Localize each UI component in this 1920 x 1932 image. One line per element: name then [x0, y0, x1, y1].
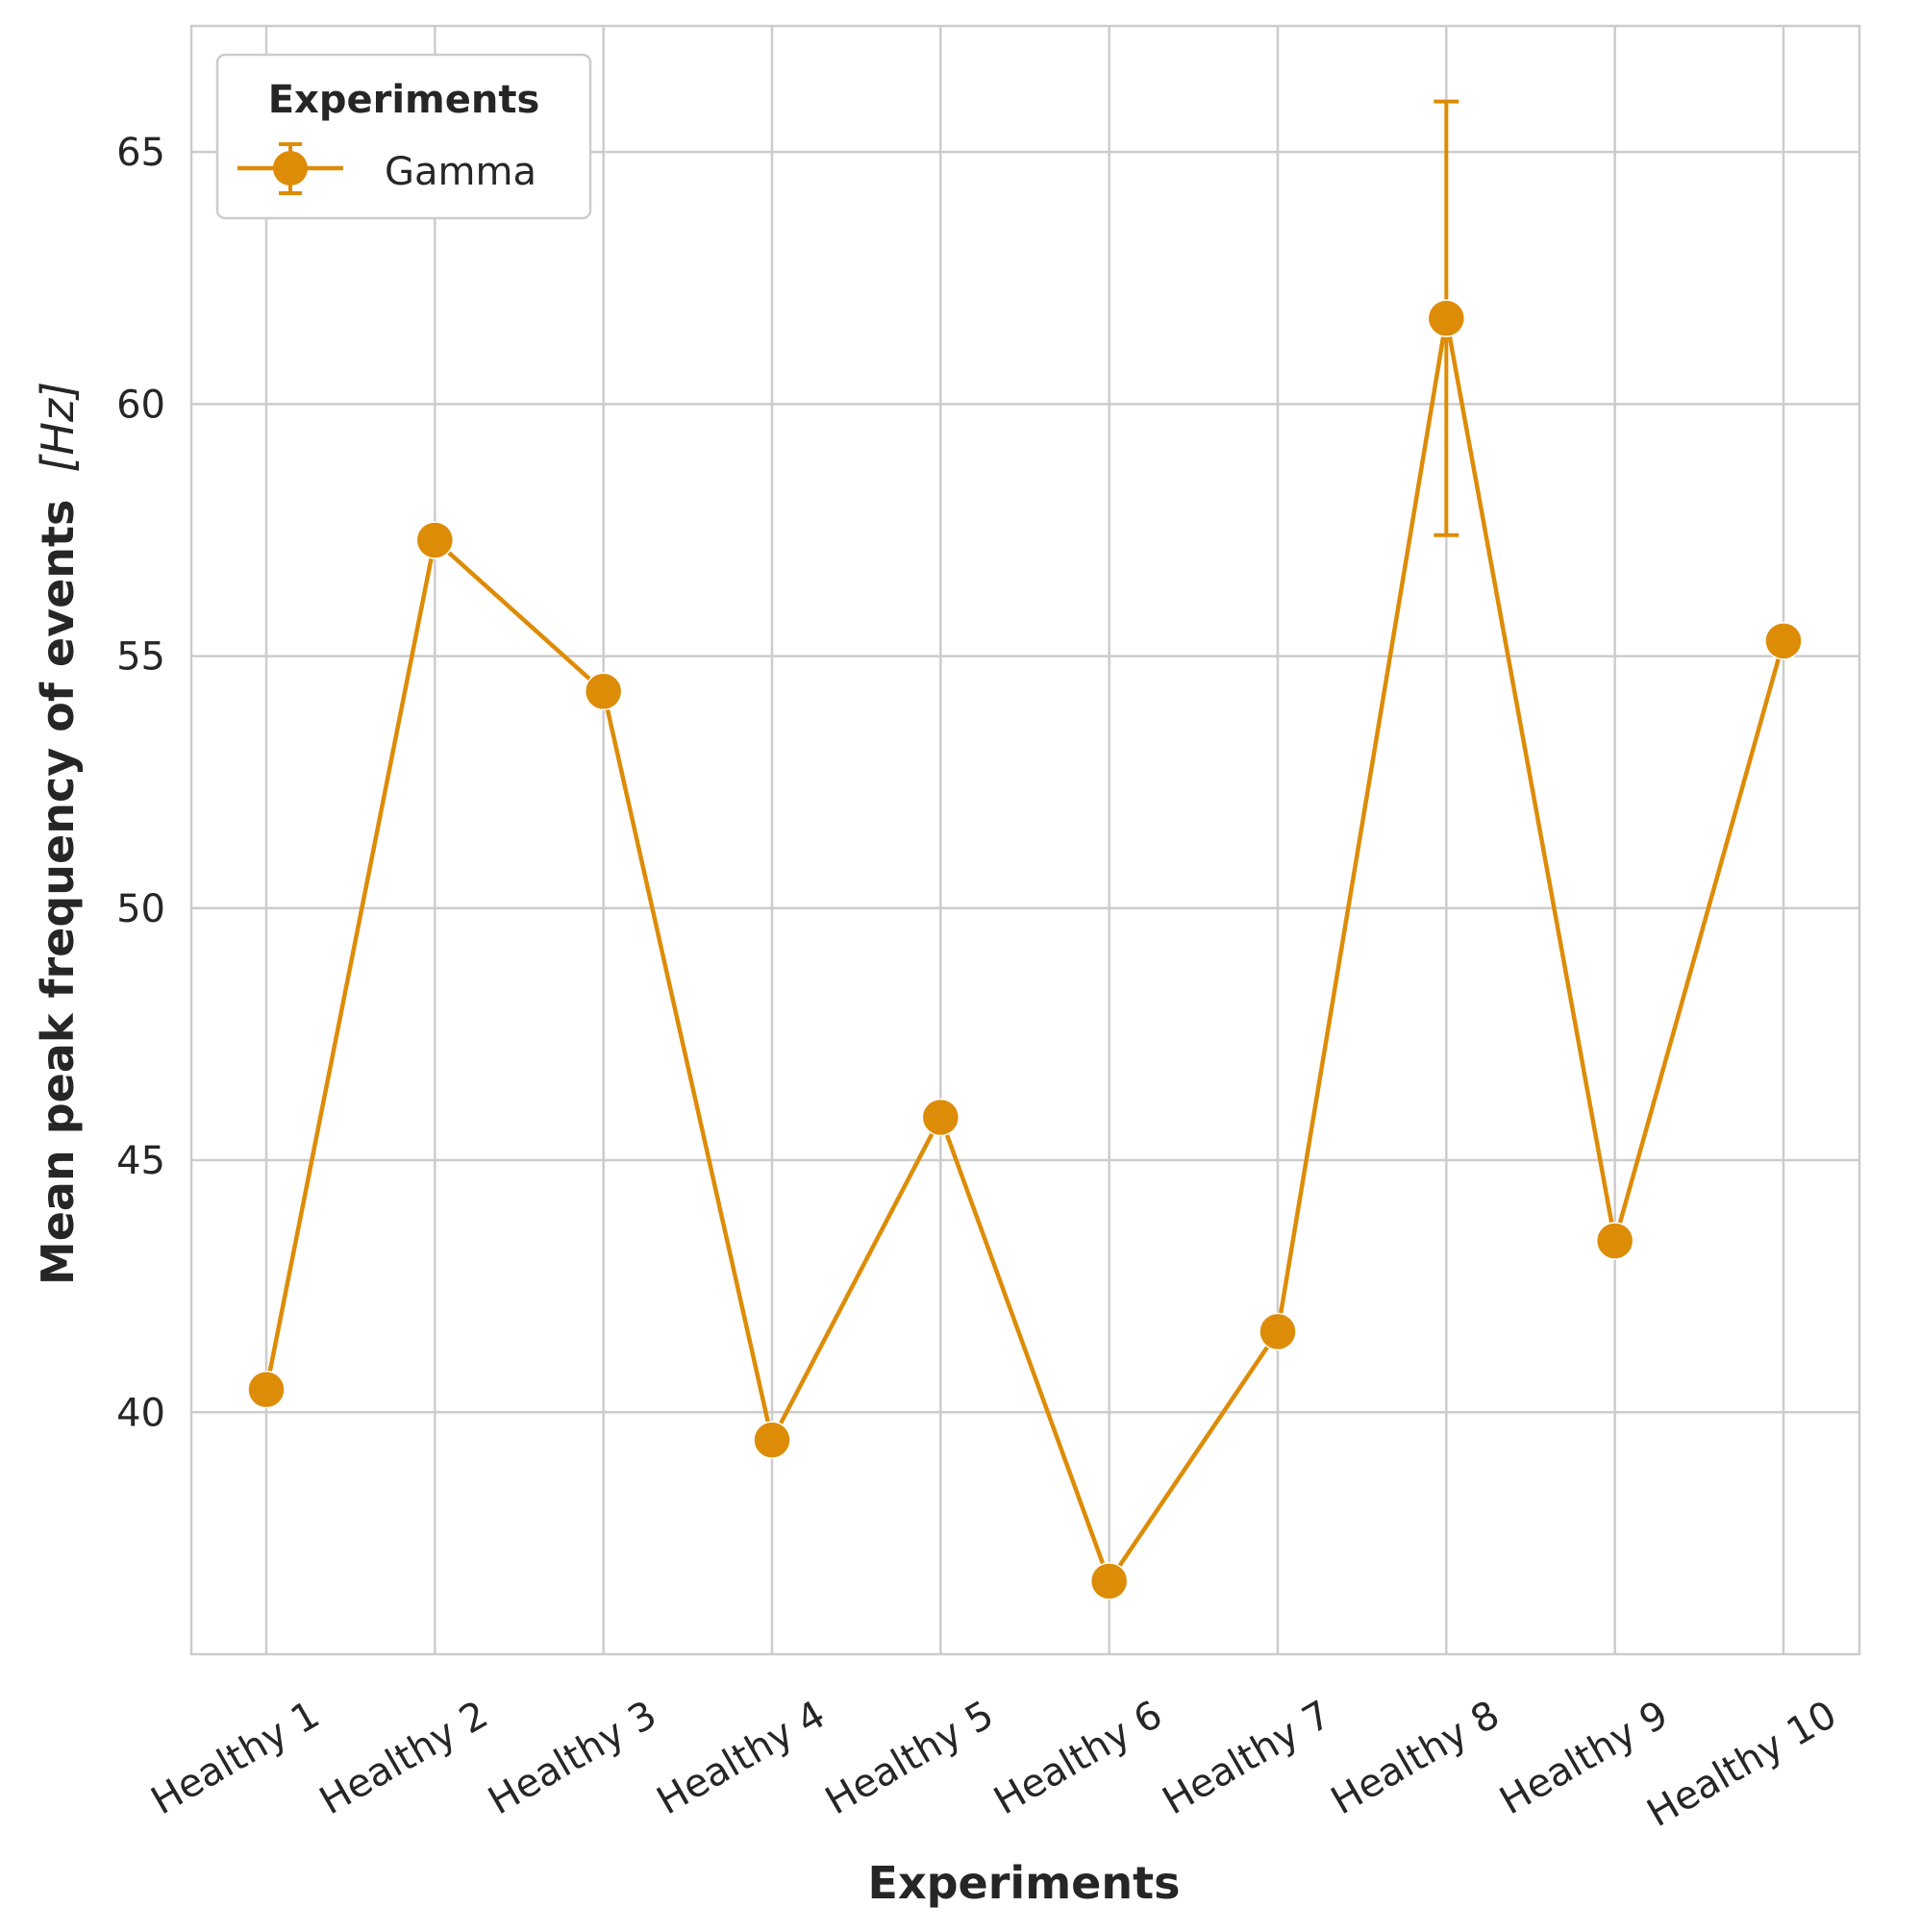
legend-box — [215, 53, 592, 220]
x-tick-label: Healthy 3 — [481, 1693, 663, 1823]
data-point — [1089, 1562, 1129, 1600]
data-point — [1427, 299, 1466, 337]
y-tick-labels: 40 45 50 55 60 65 — [116, 131, 165, 1435]
legend-swatch-gamma — [237, 142, 343, 195]
plot-frame — [189, 24, 1861, 1656]
x-tick-label: Healthy 6 — [986, 1693, 1169, 1823]
y-axis-title: Mean peak frequency of events [Hz] — [32, 382, 84, 1285]
data-point — [1764, 622, 1803, 660]
y-tick-label: 60 — [116, 383, 165, 427]
x-tick-label: Healthy 7 — [1156, 1693, 1338, 1823]
data-point — [247, 1370, 286, 1409]
y-axis-unit: [Hz] — [32, 382, 84, 473]
legend-title: Experiments — [268, 78, 540, 122]
series-layer — [247, 99, 1803, 1600]
y-tick-label: 50 — [116, 887, 165, 931]
x-axis-title: Experiments — [868, 1857, 1181, 1909]
x-tick-label: Healthy 2 — [312, 1693, 495, 1823]
legend-label-gamma: Gamma — [385, 150, 536, 194]
legend: Experiments Gamma — [215, 53, 592, 220]
x-tick-label: Healthy 4 — [650, 1693, 833, 1823]
grid-lines — [191, 26, 1859, 1654]
data-point — [1259, 1312, 1297, 1351]
legend-marker — [273, 151, 308, 186]
y-tick-label: 65 — [116, 131, 165, 175]
x-tick-label: Healthy 5 — [818, 1693, 1001, 1823]
x-tick-label: Healthy 10 — [1640, 1693, 1844, 1836]
y-axis-title-text: Mean peak frequency of events — [32, 500, 84, 1285]
y-tick-label: 40 — [116, 1391, 165, 1435]
data-point — [753, 1421, 791, 1459]
series-line-gamma — [263, 315, 1786, 1584]
data-point — [415, 521, 455, 559]
data-point — [1595, 1222, 1634, 1260]
data-point — [584, 672, 623, 711]
x-tick-label: Healthy 8 — [1324, 1693, 1507, 1823]
data-point — [921, 1098, 960, 1137]
y-tick-label: 55 — [116, 635, 165, 680]
y-tick-label: 45 — [116, 1139, 165, 1183]
x-tick-label: Healthy 1 — [144, 1693, 327, 1823]
